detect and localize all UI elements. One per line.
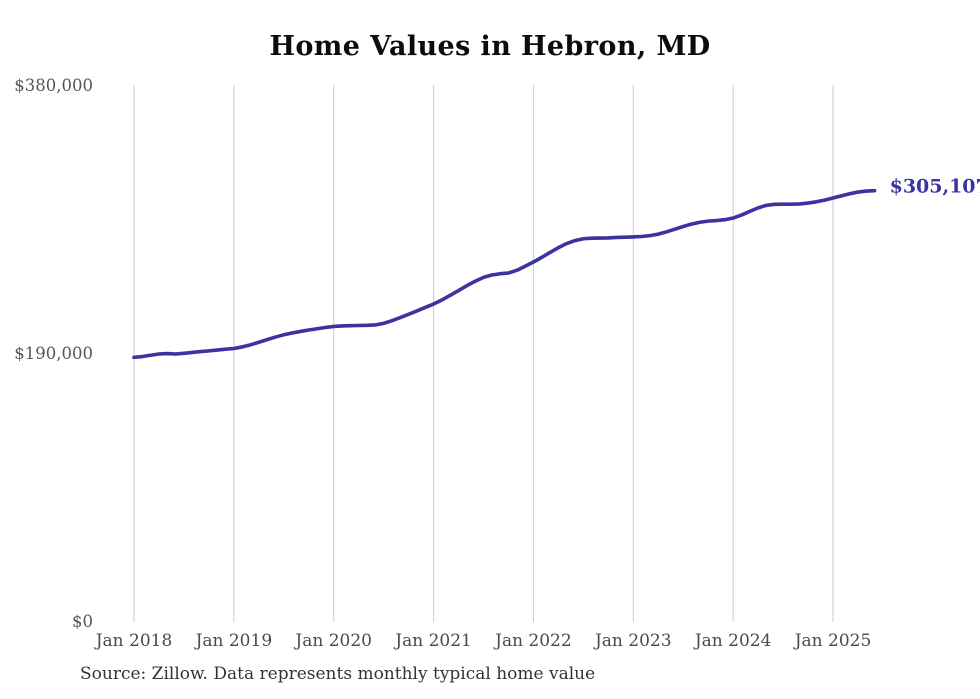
x-axis-tick-label: Jan 2024 xyxy=(693,631,772,651)
x-axis-tick-label: Jan 2020 xyxy=(293,631,372,651)
x-axis-tick-label: Jan 2018 xyxy=(94,631,173,651)
chart-title: Home Values in Hebron, MD xyxy=(269,31,711,62)
home-value-line xyxy=(132,188,877,360)
x-axis-tick-label: Jan 2019 xyxy=(194,631,273,651)
y-axis-tick-label: $190,000 xyxy=(14,344,93,363)
source-note: Source: Zillow. Data represents monthly … xyxy=(80,664,596,684)
y-axis-tick-label: $0 xyxy=(72,612,93,631)
x-axis-tick-label: Jan 2023 xyxy=(593,631,672,651)
x-axis-tick-label: Jan 2022 xyxy=(493,631,572,651)
y-axis-tick-label: $380,000 xyxy=(14,76,93,95)
latest-value-label: $305,107 xyxy=(890,176,980,198)
x-axis-tick-label: Jan 2025 xyxy=(793,631,872,651)
x-axis-tick-label: Jan 2021 xyxy=(393,631,472,651)
